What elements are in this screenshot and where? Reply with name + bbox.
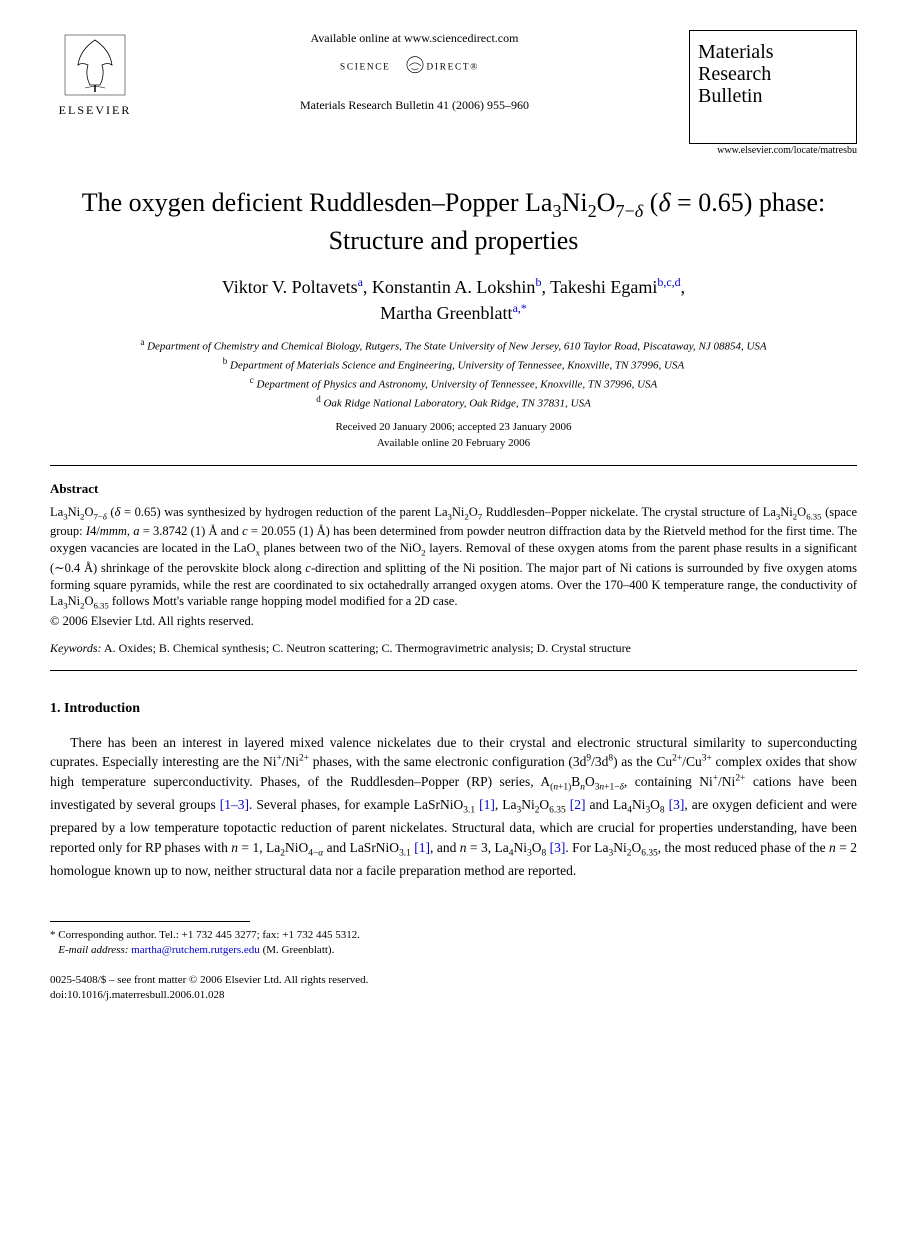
affiliations: a Department of Chemistry and Chemical B…: [50, 336, 857, 412]
author-4: Martha Greenblatt: [380, 303, 512, 323]
journal-title: Materials Research Bulletin: [698, 41, 848, 107]
journal-line3: Bulletin: [698, 85, 762, 107]
author-2-aff[interactable]: b: [535, 275, 541, 289]
journal-line2: Research: [698, 63, 771, 85]
abstract-body: La3Ni2O7−δ (δ = 0.65) was synthesized by…: [50, 504, 857, 629]
abstract-text: La3Ni2O7−δ (δ = 0.65) was synthesized by…: [50, 505, 857, 608]
journal-title-box: Materials Research Bulletin: [689, 30, 857, 144]
email-line: E-mail address: martha@rutchem.rutgers.e…: [50, 943, 857, 958]
authors-list: Viktor V. Poltavets a, Konstantin A. Loks…: [50, 274, 857, 326]
author-4-corr[interactable]: *: [521, 301, 527, 315]
elsevier-tree-icon: [60, 30, 130, 100]
doi: doi:10.1016/j.materresbull.2006.01.028: [50, 988, 857, 1003]
article-title: The oxygen deficient Ruddlesden–Popper L…: [50, 186, 857, 258]
section-1-heading: 1. Introduction: [50, 699, 857, 719]
article-dates: Received 20 January 2006; accepted 23 Ja…: [50, 420, 857, 451]
keywords-text: A. Oxides; B. Chemical synthesis; C. Neu…: [104, 641, 631, 655]
separator-2: [50, 670, 857, 671]
email-name: (M. Greenblatt).: [263, 944, 335, 956]
author-3-aff[interactable]: b,c,d: [657, 275, 680, 289]
aff-a-text: Department of Chemistry and Chemical Bio…: [147, 341, 767, 353]
page-header: ELSEVIER Available online at www.science…: [50, 30, 857, 158]
affiliation-c: c Department of Physics and Astronomy, U…: [50, 374, 857, 393]
corresponding-author: * Corresponding author. Tel.: +1 732 445…: [50, 928, 857, 943]
front-matter: 0025-5408/$ – see front matter © 2006 El…: [50, 973, 857, 988]
aff-b-text: Department of Materials Science and Engi…: [230, 360, 684, 372]
abstract-copyright: © 2006 Elsevier Ltd. All rights reserved…: [50, 614, 254, 628]
footnote-separator: [50, 921, 250, 922]
author-1-aff[interactable]: a: [358, 275, 363, 289]
dates-online: Available online 20 February 2006: [377, 437, 530, 449]
keywords: Keywords: A. Oxides; B. Chemical synthes…: [50, 640, 857, 657]
separator-1: [50, 465, 857, 466]
author-1: Viktor V. Poltavets: [222, 277, 358, 297]
corresponding-email-link[interactable]: martha@rutchem.rutgers.edu: [131, 944, 260, 956]
footnotes: * Corresponding author. Tel.: +1 732 445…: [50, 928, 857, 959]
dates-received: Received 20 January 2006; accepted 23 Ja…: [335, 421, 571, 433]
affiliation-b: b Department of Materials Science and En…: [50, 355, 857, 374]
affiliation-d: d Oak Ridge National Laboratory, Oak Rid…: [50, 393, 857, 412]
sciencedirect-logo: SCIENCE DIRECT®: [340, 53, 490, 81]
svg-text:DIRECT®: DIRECT®: [426, 61, 478, 71]
aff-d-text: Oak Ridge National Laboratory, Oak Ridge…: [323, 398, 590, 410]
svg-text:SCIENCE: SCIENCE: [340, 61, 391, 71]
journal-reference: Materials Research Bulletin 41 (2006) 95…: [150, 97, 679, 114]
journal-box-container: Materials Research Bulletin www.elsevier…: [689, 30, 857, 158]
elsevier-label: ELSEVIER: [59, 102, 132, 119]
elsevier-logo: ELSEVIER: [50, 30, 140, 125]
affiliation-a: a Department of Chemistry and Chemical B…: [50, 336, 857, 355]
author-3: Takeshi Egami: [550, 277, 657, 297]
intro-paragraph: There has been an interest in layered mi…: [50, 733, 857, 881]
email-label: E-mail address:: [58, 944, 128, 956]
available-online-text: Available online at www.sciencedirect.co…: [150, 30, 679, 47]
aff-c-text: Department of Physics and Astronomy, Uni…: [257, 379, 658, 391]
keywords-label: Keywords:: [50, 641, 102, 655]
center-header: Available online at www.sciencedirect.co…: [140, 30, 689, 114]
publication-info: 0025-5408/$ – see front matter © 2006 El…: [50, 973, 857, 1004]
author-4-aff[interactable]: a,: [513, 301, 521, 315]
journal-url: www.elsevier.com/locate/matresbu: [689, 144, 857, 158]
abstract-heading: Abstract: [50, 480, 857, 498]
journal-line1: Materials: [698, 41, 774, 63]
author-2: Konstantin A. Lokshin: [372, 277, 536, 297]
